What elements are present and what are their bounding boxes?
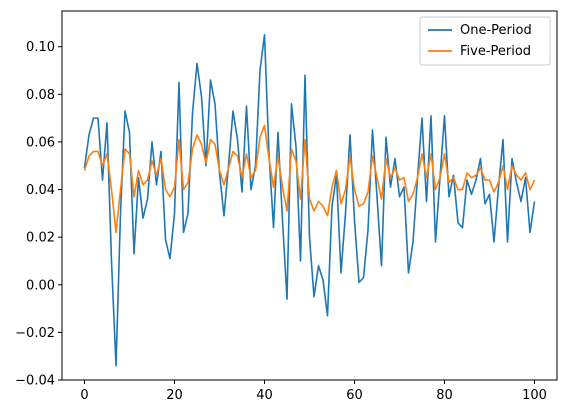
y-tick-label: 0.10	[26, 40, 55, 55]
y-tick-label: 0.04	[26, 183, 55, 198]
series-layer	[83, 34, 536, 367]
y-tick-label: 0.08	[26, 88, 55, 103]
legend-label-five-period: Five-Period	[460, 44, 531, 59]
x-tick-label: 40	[256, 388, 273, 403]
y-tick-label: −0.02	[15, 326, 55, 341]
y-tick-label: −0.04	[15, 374, 55, 389]
legend-label-one-period: One-Period	[460, 23, 532, 38]
y-axis: −0.04 −0.02 0.00 0.02 0.04 0.06 0.08 0.10	[15, 40, 62, 389]
x-axis: 0 20 40 60 80 100	[80, 380, 547, 403]
y-tick-label: 0.02	[26, 231, 55, 246]
legend-box	[419, 16, 551, 66]
legend: One-Period Five-Period	[419, 16, 551, 66]
x-tick-label: 60	[346, 388, 363, 403]
y-tick-label: 0.06	[26, 135, 55, 150]
y-tick-label: 0.00	[26, 278, 55, 293]
x-tick-label: 20	[166, 388, 183, 403]
series-line-five-period	[83, 124, 536, 234]
x-tick-label: 100	[522, 388, 547, 403]
x-tick-label: 0	[80, 388, 88, 403]
x-tick-label: 80	[436, 388, 453, 403]
plot-frame	[61, 10, 558, 381]
